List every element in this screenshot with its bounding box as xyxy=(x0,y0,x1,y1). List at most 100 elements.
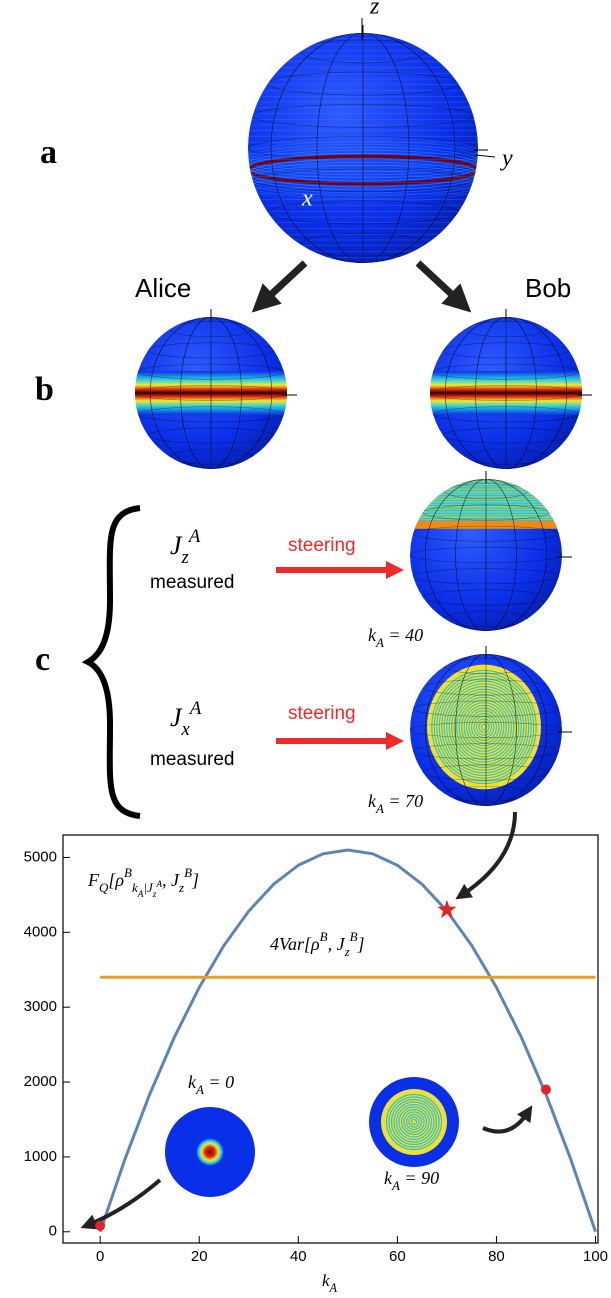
parallel xyxy=(430,385,582,401)
x-tick-label: 40 xyxy=(290,1248,307,1265)
sphere-ring xyxy=(471,712,497,742)
meridian xyxy=(210,317,212,469)
x-tick-label: 20 xyxy=(191,1248,208,1265)
axis-line xyxy=(474,154,496,158)
sphere-ring xyxy=(461,702,507,752)
arrow xyxy=(251,260,308,313)
arrow xyxy=(415,260,472,313)
meridian xyxy=(444,317,568,469)
y-tick-label: 2000 xyxy=(24,1073,57,1090)
meridian xyxy=(444,317,568,469)
sphere-ring xyxy=(446,686,522,768)
meridian xyxy=(180,317,242,469)
party-label: Alice xyxy=(135,273,191,303)
observable: JzA xyxy=(170,526,201,568)
sphere-band xyxy=(248,140,478,170)
party-label: Bob xyxy=(525,273,571,303)
sphere-band xyxy=(248,167,478,197)
sphere-ring xyxy=(433,672,535,782)
y-tick-label: 3000 xyxy=(24,998,57,1015)
sphere-ring xyxy=(468,710,500,744)
meridian xyxy=(424,654,548,806)
inset-ring xyxy=(405,1113,423,1131)
series-label: 4Var[ρB, JzB] xyxy=(270,929,365,959)
sphere-band xyxy=(410,520,562,529)
panel-label: b xyxy=(35,371,54,408)
sphere-band xyxy=(248,149,478,179)
note: measured xyxy=(150,749,235,770)
action: steering xyxy=(288,535,356,556)
inset-ring xyxy=(410,1118,418,1126)
sphere-ring xyxy=(463,704,505,750)
meridian xyxy=(424,654,548,806)
meridian xyxy=(424,479,548,631)
sphere-band xyxy=(248,137,478,167)
sphere-ring xyxy=(431,669,537,785)
sphere-band xyxy=(430,371,582,415)
inset-ring xyxy=(390,1098,438,1146)
panel-label: c xyxy=(35,641,50,678)
meridian xyxy=(505,317,507,469)
action: steering xyxy=(288,703,356,724)
series-line xyxy=(98,848,597,1233)
inset-ring xyxy=(393,1101,435,1143)
meridian xyxy=(485,479,487,631)
meridian xyxy=(180,317,242,469)
y-tick-label: 4000 xyxy=(24,923,57,940)
meridian xyxy=(316,33,410,263)
y-tick-label: 0 xyxy=(49,1223,57,1240)
parallel xyxy=(135,385,287,401)
sphere-band xyxy=(248,152,478,182)
sphere-ring xyxy=(436,675,532,779)
sphere-band xyxy=(248,154,478,186)
inset-ring xyxy=(398,1106,430,1138)
x-tick-label: 0 xyxy=(96,1248,104,1265)
inset-ring xyxy=(400,1108,428,1136)
sphere-ring xyxy=(473,715,495,739)
parallel xyxy=(300,232,426,257)
meridian xyxy=(270,33,456,263)
inset-ring xyxy=(381,1089,447,1155)
meridian xyxy=(455,479,517,631)
sphere-ring xyxy=(456,696,512,758)
pointer-arrow xyxy=(80,1178,162,1230)
x-tick-label: 80 xyxy=(488,1248,505,1265)
sphere-ring xyxy=(438,677,530,777)
inset-label: kA = 90 xyxy=(384,1168,439,1193)
meridian xyxy=(485,654,487,806)
marker-dot xyxy=(95,1220,106,1231)
meridian xyxy=(455,479,517,631)
marker-star xyxy=(437,899,457,918)
meridian xyxy=(475,317,537,469)
meridian xyxy=(475,317,537,469)
sphere-disk xyxy=(427,664,541,790)
marker-dot xyxy=(540,1084,551,1095)
meridian xyxy=(362,33,364,263)
parallel xyxy=(248,136,478,160)
y-tick-label: 5000 xyxy=(24,848,57,865)
sphere-ring xyxy=(480,723,488,731)
inset-ring xyxy=(388,1096,440,1148)
meridian xyxy=(455,654,517,806)
sphere-band xyxy=(248,143,478,173)
chart: 0 1000 2000 3000 4000 5000 0 20 40 60 80 100 kA FQ[ρB… xyxy=(24,811,608,1295)
parallel xyxy=(300,39,426,64)
inset-ring xyxy=(395,1103,433,1141)
x-tick-label: 100 xyxy=(583,1248,608,1265)
sphere-ring xyxy=(448,688,520,766)
inset-ring xyxy=(385,1093,443,1151)
parallel xyxy=(410,547,562,563)
result-label: kA = 70 xyxy=(368,791,423,816)
observable: JxA xyxy=(170,698,202,740)
sphere xyxy=(410,479,562,631)
inset-label: kA = 0 xyxy=(188,1072,234,1097)
pointer-arrow xyxy=(482,1105,533,1134)
x-tick-label: 60 xyxy=(389,1248,406,1265)
parallel xyxy=(410,722,562,738)
axis-label: x xyxy=(301,186,313,212)
sphere-ring xyxy=(458,699,510,755)
sphere-ring xyxy=(453,694,515,760)
sphere-ring xyxy=(441,680,527,774)
note: measured xyxy=(150,572,235,593)
